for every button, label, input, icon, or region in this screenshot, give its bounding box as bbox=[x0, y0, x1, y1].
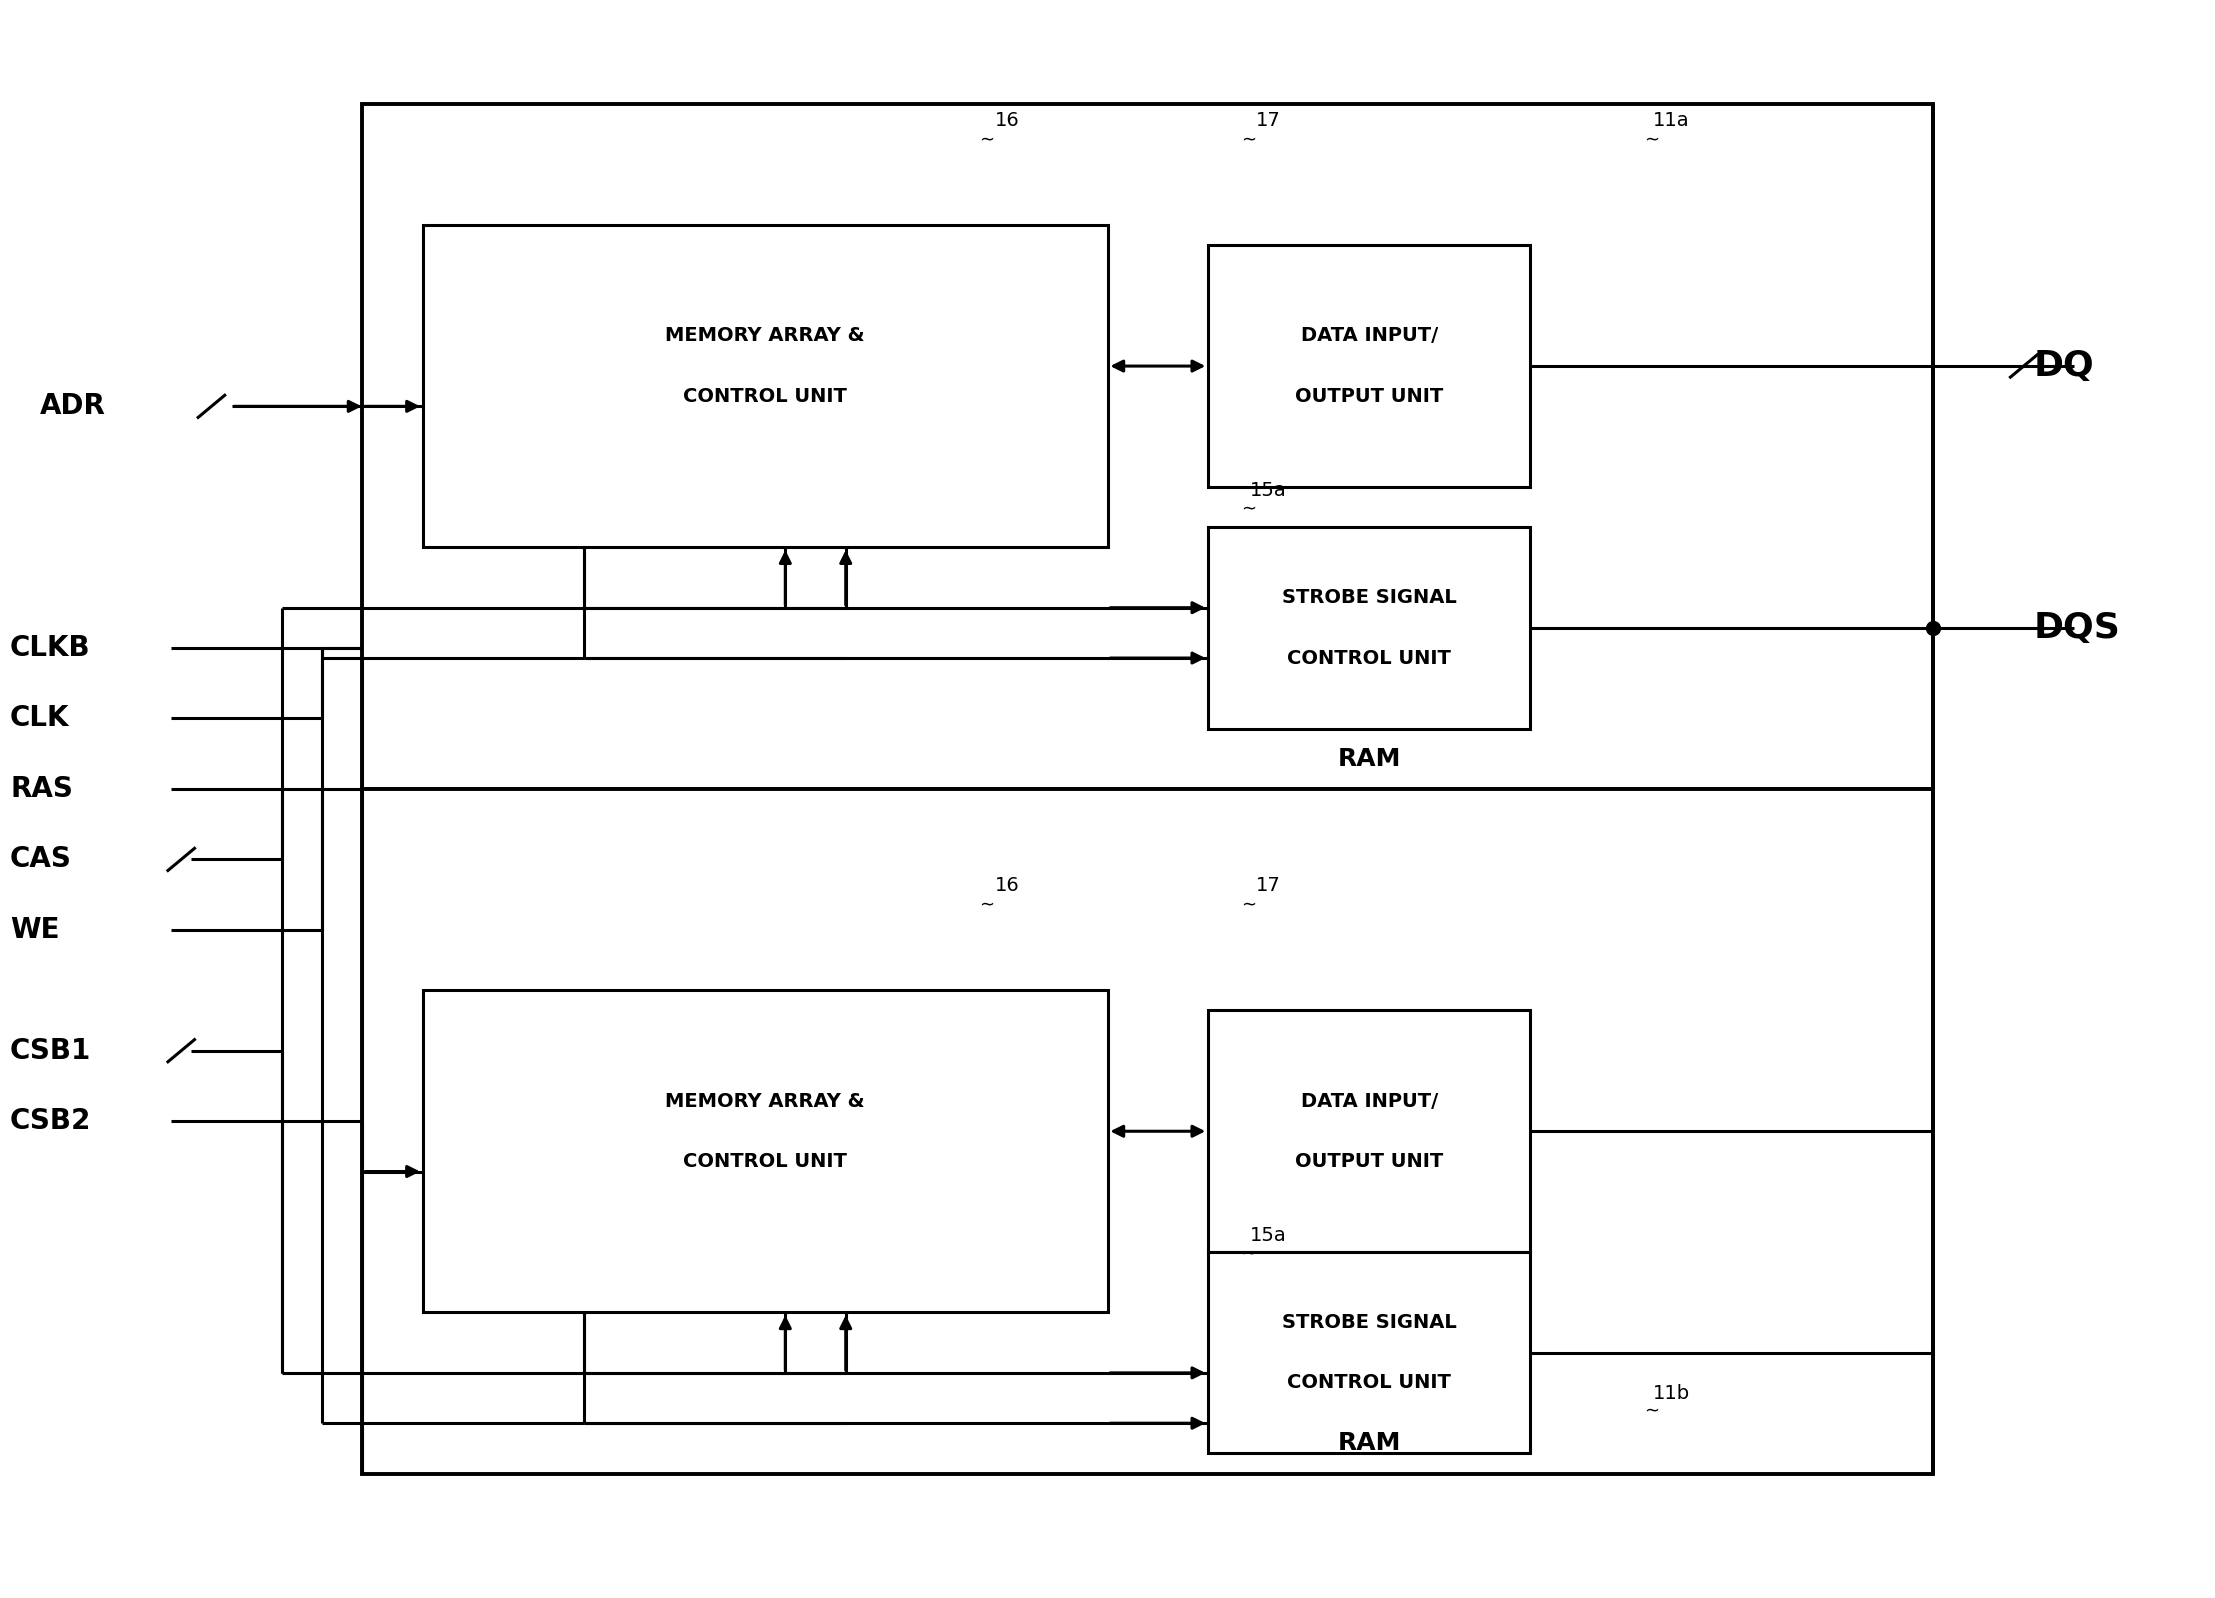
Bar bbox=[1207, 1253, 1531, 1454]
Bar bbox=[1207, 527, 1531, 729]
Text: STROBE SIGNAL: STROBE SIGNAL bbox=[1282, 1314, 1457, 1333]
Text: DQ: DQ bbox=[2033, 348, 2095, 384]
Text: DQS: DQS bbox=[2033, 610, 2120, 646]
Bar bbox=[423, 225, 1108, 547]
Text: 11b: 11b bbox=[1652, 1384, 1690, 1403]
Bar bbox=[1207, 1010, 1531, 1253]
Text: CONTROL UNIT: CONTROL UNIT bbox=[1287, 649, 1451, 668]
Bar bbox=[423, 991, 1108, 1312]
Text: RAM: RAM bbox=[1338, 1432, 1400, 1456]
Text: ∼: ∼ bbox=[1644, 1401, 1659, 1421]
Text: 16: 16 bbox=[995, 110, 1019, 129]
Bar bbox=[1207, 244, 1531, 487]
Text: CONTROL UNIT: CONTROL UNIT bbox=[682, 1152, 846, 1171]
Bar bbox=[363, 104, 1934, 789]
Text: 15a: 15a bbox=[1249, 1226, 1287, 1245]
Text: CSB1: CSB1 bbox=[11, 1037, 91, 1064]
Text: CONTROL UNIT: CONTROL UNIT bbox=[1287, 1373, 1451, 1392]
Text: DATA INPUT/: DATA INPUT/ bbox=[1300, 1091, 1438, 1111]
Text: ∼: ∼ bbox=[1240, 131, 1256, 150]
Text: CLKB: CLKB bbox=[11, 634, 91, 662]
Text: 11a: 11a bbox=[1652, 110, 1690, 129]
Text: RAM: RAM bbox=[1338, 746, 1400, 770]
Text: STROBE SIGNAL: STROBE SIGNAL bbox=[1282, 588, 1457, 607]
Text: DATA INPUT/: DATA INPUT/ bbox=[1300, 326, 1438, 345]
Text: WE: WE bbox=[11, 916, 60, 944]
Text: CSB2: CSB2 bbox=[11, 1107, 91, 1135]
Text: CAS: CAS bbox=[11, 845, 71, 874]
Text: ∼: ∼ bbox=[979, 131, 995, 150]
Text: ∼: ∼ bbox=[1644, 131, 1659, 150]
Text: 16: 16 bbox=[995, 876, 1019, 895]
Text: 15a: 15a bbox=[1249, 481, 1287, 500]
Text: 17: 17 bbox=[1256, 876, 1280, 895]
Text: OUTPUT UNIT: OUTPUT UNIT bbox=[1296, 387, 1444, 406]
Text: RAS: RAS bbox=[11, 775, 73, 802]
Text: ∼: ∼ bbox=[1240, 1245, 1256, 1262]
Text: ∼: ∼ bbox=[979, 896, 995, 914]
Text: MEMORY ARRAY &: MEMORY ARRAY & bbox=[664, 1091, 866, 1111]
Text: 17: 17 bbox=[1256, 110, 1280, 129]
Text: CONTROL UNIT: CONTROL UNIT bbox=[682, 387, 846, 406]
Text: ∼: ∼ bbox=[1240, 896, 1256, 914]
Bar bbox=[363, 789, 1934, 1473]
Text: ADR: ADR bbox=[40, 393, 106, 420]
Text: MEMORY ARRAY &: MEMORY ARRAY & bbox=[664, 326, 866, 345]
Text: ∼: ∼ bbox=[1240, 500, 1256, 518]
Text: OUTPUT UNIT: OUTPUT UNIT bbox=[1296, 1152, 1444, 1171]
Text: CLK: CLK bbox=[11, 705, 69, 732]
